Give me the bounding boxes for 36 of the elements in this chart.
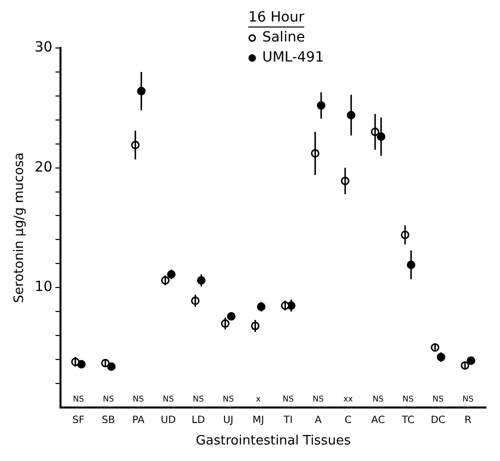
x-tick-label: R (464, 414, 472, 426)
annotation: NS (162, 394, 174, 404)
y-tick-label: 10 (34, 279, 52, 296)
x-tick-label: SF (72, 414, 85, 426)
x-tick-label: UJ (223, 414, 234, 426)
annotation: NS (312, 394, 324, 404)
annotation: NS (402, 394, 414, 404)
x-tick-label: C (344, 414, 352, 426)
annotation: NS (462, 394, 474, 404)
x-tick-label: TI (282, 414, 293, 426)
x-tick-label: AC (371, 414, 385, 426)
x-tick-label: TC (400, 414, 414, 426)
y-tick-label: 30 (34, 40, 52, 56)
annotation: NS (432, 394, 444, 404)
x-tick-label: MJ (252, 414, 264, 426)
legend-label: UML-491 (262, 50, 324, 66)
legend-label: Saline (262, 30, 305, 46)
annotation: NS (192, 394, 204, 404)
annotation: NS (132, 394, 144, 404)
annotation: NS (222, 394, 234, 404)
x-tick-label: DC (430, 414, 446, 426)
y-tick-label: 20 (34, 159, 52, 176)
x-tick-label: LD (192, 414, 206, 426)
x-axis-title: Gastrointestinal Tissues (196, 434, 351, 449)
annotation: xx (343, 394, 354, 404)
x-tick-label: A (314, 414, 322, 426)
annotation: NS (282, 394, 294, 404)
y-axis-title: Serotonin μg/g mucosa (12, 152, 28, 303)
annotation: NS (72, 394, 84, 404)
annotation: x (256, 394, 261, 404)
x-tick-label: UD (160, 414, 176, 426)
x-tick-label: SB (102, 414, 116, 426)
legend-title: 16 Hour (248, 10, 304, 26)
annotation: NS (102, 394, 114, 404)
x-tick-label: PA (132, 414, 145, 426)
annotation: NS (372, 394, 384, 404)
